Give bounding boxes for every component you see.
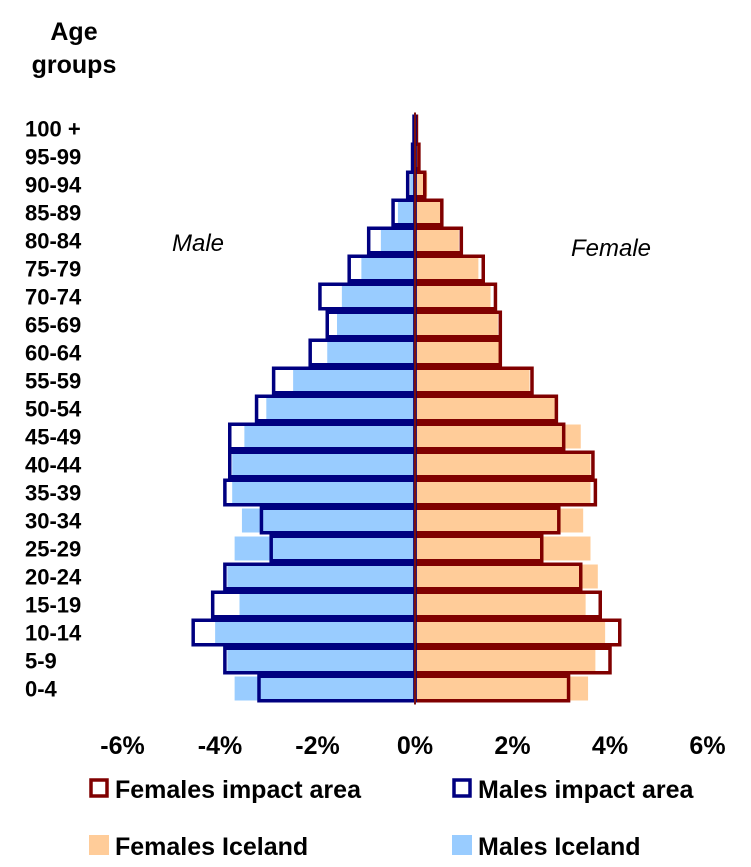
x-tick-label: -2% <box>295 732 339 760</box>
age-group-label: 40-44 <box>25 453 82 478</box>
male-iceland-bar-65-69 <box>337 312 415 337</box>
female-iceland-bar-65-69 <box>415 312 498 337</box>
female-iceland-bar-60-64 <box>415 340 501 365</box>
x-tick-label: 4% <box>592 732 628 760</box>
legend-label: Males Iceland <box>478 833 641 861</box>
male-iceland-bar-0-4 <box>234 676 415 701</box>
age-group-label: 100 + <box>25 117 81 142</box>
x-tick-label: 0% <box>397 732 433 760</box>
age-group-label: 85-89 <box>25 201 81 226</box>
legend-item-males-impact-area: Males impact area <box>452 776 694 804</box>
male-iceland-bar-50-54 <box>266 396 415 421</box>
female-iceland-bar-50-54 <box>415 396 557 421</box>
male-iceland-bar-80-84 <box>380 228 415 253</box>
female-iceland-bar-5-9 <box>415 648 596 673</box>
age-group-label: 65-69 <box>25 313 81 338</box>
female-iceland-bar-85-89 <box>415 200 442 225</box>
age-group-label: 80-84 <box>25 229 82 254</box>
age-group-label: 60-64 <box>25 341 82 366</box>
female-iceland-bar-35-39 <box>415 480 591 505</box>
legend-label: Males impact area <box>478 776 694 804</box>
legend-item-females-impact-area: Females impact area <box>89 776 362 804</box>
female-iceland-bar-15-19 <box>415 592 586 617</box>
female-iceland-bar-55-59 <box>415 368 530 393</box>
female-iceland-bar-25-29 <box>415 536 591 561</box>
legend-swatch <box>452 778 472 798</box>
male-iceland-bar-60-64 <box>327 340 415 365</box>
age-group-label: 55-59 <box>25 369 81 394</box>
male-iceland-bar-90-94 <box>410 172 415 197</box>
male-iceland-bar-75-79 <box>361 256 415 281</box>
male-iceland-bar-40-44 <box>232 452 415 477</box>
female-iceland-bar-0-4 <box>415 676 589 701</box>
legend-item-males-iceland: Males Iceland <box>452 833 641 861</box>
male-iceland-bar-70-74 <box>341 284 415 309</box>
age-group-label: 75-79 <box>25 257 81 282</box>
male-iceland-bar-85-89 <box>397 200 415 225</box>
age-group-label: 30-34 <box>25 509 82 534</box>
age-group-label: 90-94 <box>25 173 82 198</box>
age-group-label: 35-39 <box>25 481 81 506</box>
male-iceland-bar-25-29 <box>234 536 415 561</box>
age-group-label: 15-19 <box>25 593 81 618</box>
female-iceland-bar-30-34 <box>415 508 584 533</box>
female-iceland-bar-45-49 <box>415 424 581 449</box>
female-iceland-bar-70-74 <box>415 284 491 309</box>
y-axis-title-line: groups <box>32 51 117 79</box>
male-iceland-bar-20-24 <box>227 564 415 589</box>
legend-swatch <box>452 835 472 855</box>
female-iceland-bar-80-84 <box>415 228 459 253</box>
male-iceland-bar-35-39 <box>232 480 415 505</box>
male-iceland-bar-30-34 <box>241 508 415 533</box>
y-axis-title-line: Age <box>50 18 97 46</box>
legend-swatch <box>89 778 109 798</box>
male-iceland-bar-55-59 <box>293 368 415 393</box>
age-group-label: 45-49 <box>25 425 81 450</box>
legend-label: Females Iceland <box>115 833 308 861</box>
age-group-label: 5-9 <box>25 649 57 674</box>
male-iceland-bar-15-19 <box>239 592 415 617</box>
female-iceland-bar-40-44 <box>415 452 591 477</box>
male-iceland-bar-45-49 <box>244 424 415 449</box>
male-side-label: Male <box>172 230 224 257</box>
x-tick-label: -6% <box>100 732 144 760</box>
age-group-label: 70-74 <box>25 285 82 310</box>
legend-item-females-iceland: Females Iceland <box>89 833 308 861</box>
female-iceland-bar-20-24 <box>415 564 598 589</box>
age-group-label: 10-14 <box>25 621 82 646</box>
age-group-label: 25-29 <box>25 537 81 562</box>
x-tick-label: 2% <box>494 732 530 760</box>
age-group-label: 50-54 <box>25 397 82 422</box>
female-iceland-bar-75-79 <box>415 256 479 281</box>
age-group-label: 0-4 <box>25 677 58 702</box>
age-group-label: 20-24 <box>25 565 82 590</box>
female-iceland-bar-10-14 <box>415 620 606 645</box>
legend-swatch <box>89 835 109 855</box>
x-tick-label: -4% <box>198 732 242 760</box>
female-side-label: Female <box>571 235 651 262</box>
male-iceland-bar-10-14 <box>215 620 415 645</box>
x-tick-label: 6% <box>689 732 725 760</box>
age-group-label: 95-99 <box>25 145 81 170</box>
male-iceland-bar-5-9 <box>227 648 415 673</box>
legend-label: Females impact area <box>115 776 362 804</box>
